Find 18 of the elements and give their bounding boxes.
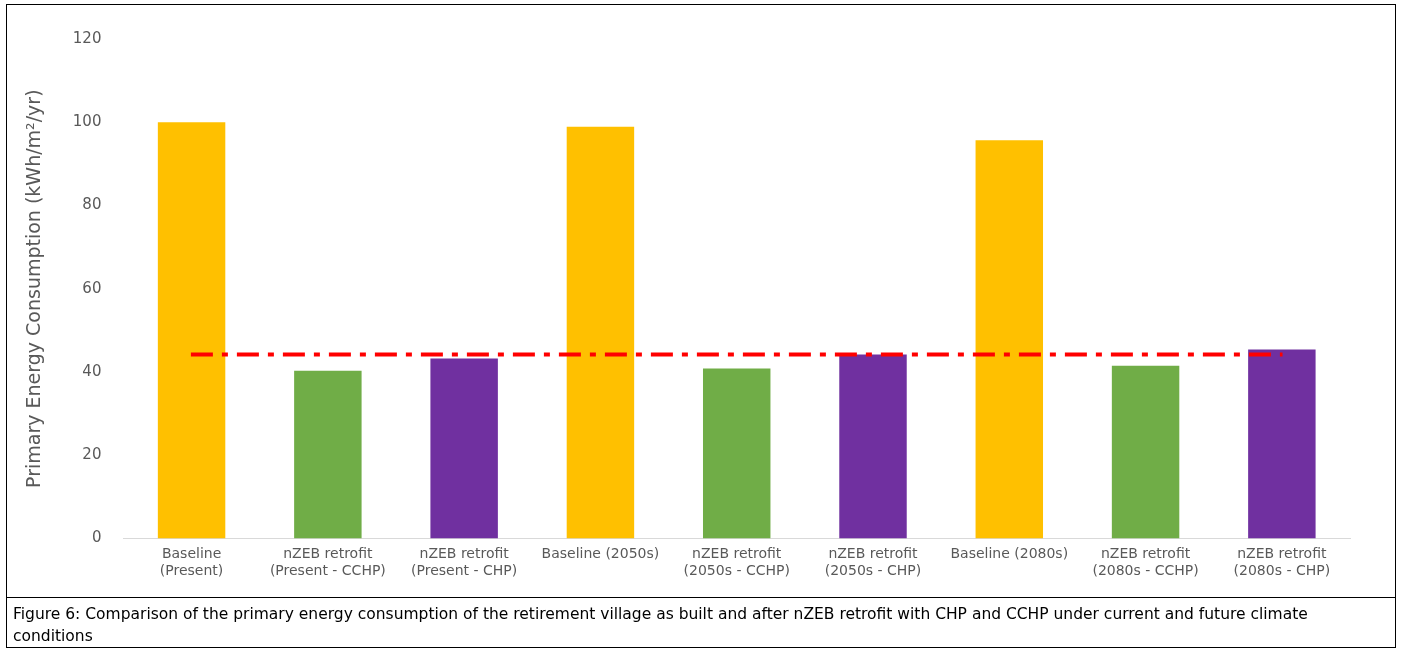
- x-tick-label: Baseline (Present): [159, 545, 224, 579]
- y-tick-label: 120: [72, 28, 102, 47]
- x-tick-label: nZEB retrofit (2080s - CHP): [1233, 545, 1331, 579]
- y-tick-label: 100: [72, 112, 102, 131]
- y-axis-title: Primary Energy Consumption (kWh/m²/yr): [22, 89, 45, 488]
- caption: Figure 6: Comparison of the primary energy consumption of the retirement village as built and after nZEB retrofit with CHP and CCHP under current and future climate conditions: [13, 604, 1309, 647]
- x-tick-label: nZEB retrofit (2080s - CCHP): [1092, 545, 1199, 579]
- y-tick-label: 40: [82, 361, 102, 380]
- y-tick-label: 60: [82, 278, 102, 297]
- x-tick-label: nZEB retrofit (2050s - CHP): [824, 545, 922, 579]
- x-tick-label: nZEB retrofit (2050s - CCHP): [683, 545, 790, 579]
- x-tick-label: Baseline (2050s): [541, 545, 660, 562]
- x-tick-label: Baseline (2080s): [950, 545, 1069, 562]
- x-tick-label: nZEB retrofit (Present - CHP): [411, 545, 518, 579]
- y-tick-label: 80: [82, 195, 102, 214]
- x-tick-label: nZEB retrofit (Present - CCHP): [269, 545, 386, 579]
- y-tick-label: 20: [82, 445, 102, 464]
- y-tick-label: 0: [91, 528, 102, 547]
